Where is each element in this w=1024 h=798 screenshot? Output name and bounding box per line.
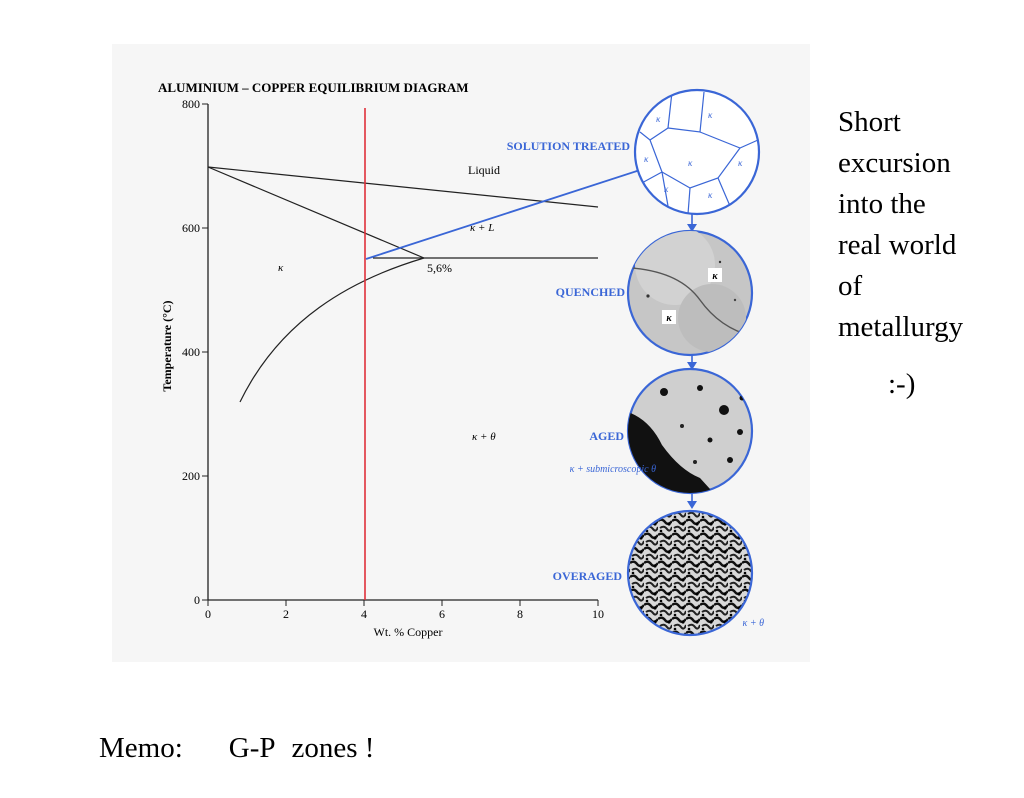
grain-label: κ <box>688 158 693 168</box>
slide: ALUMINIUM – COPPER EQUILIBRIUM DIAGRAM 0… <box>99 80 964 764</box>
side-text-line: metallurgy <box>838 311 964 343</box>
stage-label-quenched: QUENCHED <box>556 285 626 299</box>
stage-arrows <box>687 214 697 509</box>
solvus-curve <box>239 257 425 403</box>
stage-solution-treated: κ κ κ κ κ κ κ SOLUTION TREATED <box>507 88 761 216</box>
stage-label-aged: AGED <box>589 429 624 443</box>
grain-label: κ <box>664 184 669 194</box>
memo-line: Memo: G-P zones ! <box>70 699 374 798</box>
stage-label-overaged: OVERAGED <box>553 569 623 583</box>
y-tick-label: 200 <box>182 469 200 483</box>
phase-boundaries <box>207 166 599 403</box>
grain-label: κ <box>712 271 718 282</box>
stage-quenched: κ κ QUENCHED <box>556 229 754 357</box>
x-tick-label: 6 <box>439 607 445 621</box>
x-ticks: 0 2 4 6 8 10 <box>205 600 604 621</box>
grain-boundaries <box>639 91 759 214</box>
region-kappa-l-label: κ + L <box>470 222 494 234</box>
smiley-text: :-) <box>888 368 916 400</box>
solubility-point-label: 5,6% <box>427 261 452 275</box>
y-tick-label: 0 <box>194 593 200 607</box>
side-text-line: Short <box>838 106 901 138</box>
x-tick-label: 2 <box>283 607 289 621</box>
diagram-title: ALUMINIUM – COPPER EQUILIBRIUM DIAGRAM <box>158 80 469 95</box>
x-tick-label: 8 <box>517 607 523 621</box>
stage-sublabel-overaged: κ + θ <box>743 618 765 629</box>
stage-aged: AGED κ + submicroscopic θ <box>570 367 754 495</box>
region-kappa-label: κ <box>278 262 284 274</box>
stage-sublabel-aged: κ + submicroscopic θ <box>570 464 656 475</box>
x-tick-label: 0 <box>205 607 211 621</box>
stage-label-solution-treated: SOLUTION TREATED <box>507 139 631 153</box>
grain-label: κ <box>644 154 649 164</box>
y-tick-label: 600 <box>182 221 200 235</box>
side-text-line: real world <box>838 229 957 261</box>
x-tick-label: 10 <box>592 607 604 621</box>
memo-term-gp: G-P <box>228 732 276 764</box>
grain-label: κ <box>708 190 713 200</box>
region-liquid-label: Liquid <box>468 163 500 177</box>
grain-label: κ <box>738 158 743 168</box>
region-kappa-theta-label: κ + θ <box>472 431 496 443</box>
grain-label: κ <box>666 313 672 324</box>
stage-overaged: OVERAGED κ + θ <box>553 509 765 637</box>
y-ticks: 0 200 400 600 800 <box>182 97 208 607</box>
side-text-line: into the <box>838 188 926 220</box>
side-text-line: of <box>838 270 863 302</box>
x-axis-label: Wt. % Copper <box>374 625 443 639</box>
phase-diagram-figure: ALUMINIUM – COPPER EQUILIBRIUM DIAGRAM 0… <box>158 80 765 639</box>
y-axis-label: Temperature (°C) <box>160 300 174 391</box>
liquidus-line <box>207 166 599 208</box>
grain-label: κ <box>708 110 713 120</box>
y-tick-label: 800 <box>182 97 200 111</box>
x-tick-label: 4 <box>361 607 367 621</box>
connector-line <box>365 169 641 260</box>
side-text-line: excursion <box>838 147 951 179</box>
grain-label: κ <box>656 114 661 124</box>
memo-term-zones: zones ! <box>291 732 375 764</box>
memo-label: Memo: <box>99 732 183 764</box>
y-tick-label: 400 <box>182 345 200 359</box>
solidus-line <box>207 166 425 259</box>
